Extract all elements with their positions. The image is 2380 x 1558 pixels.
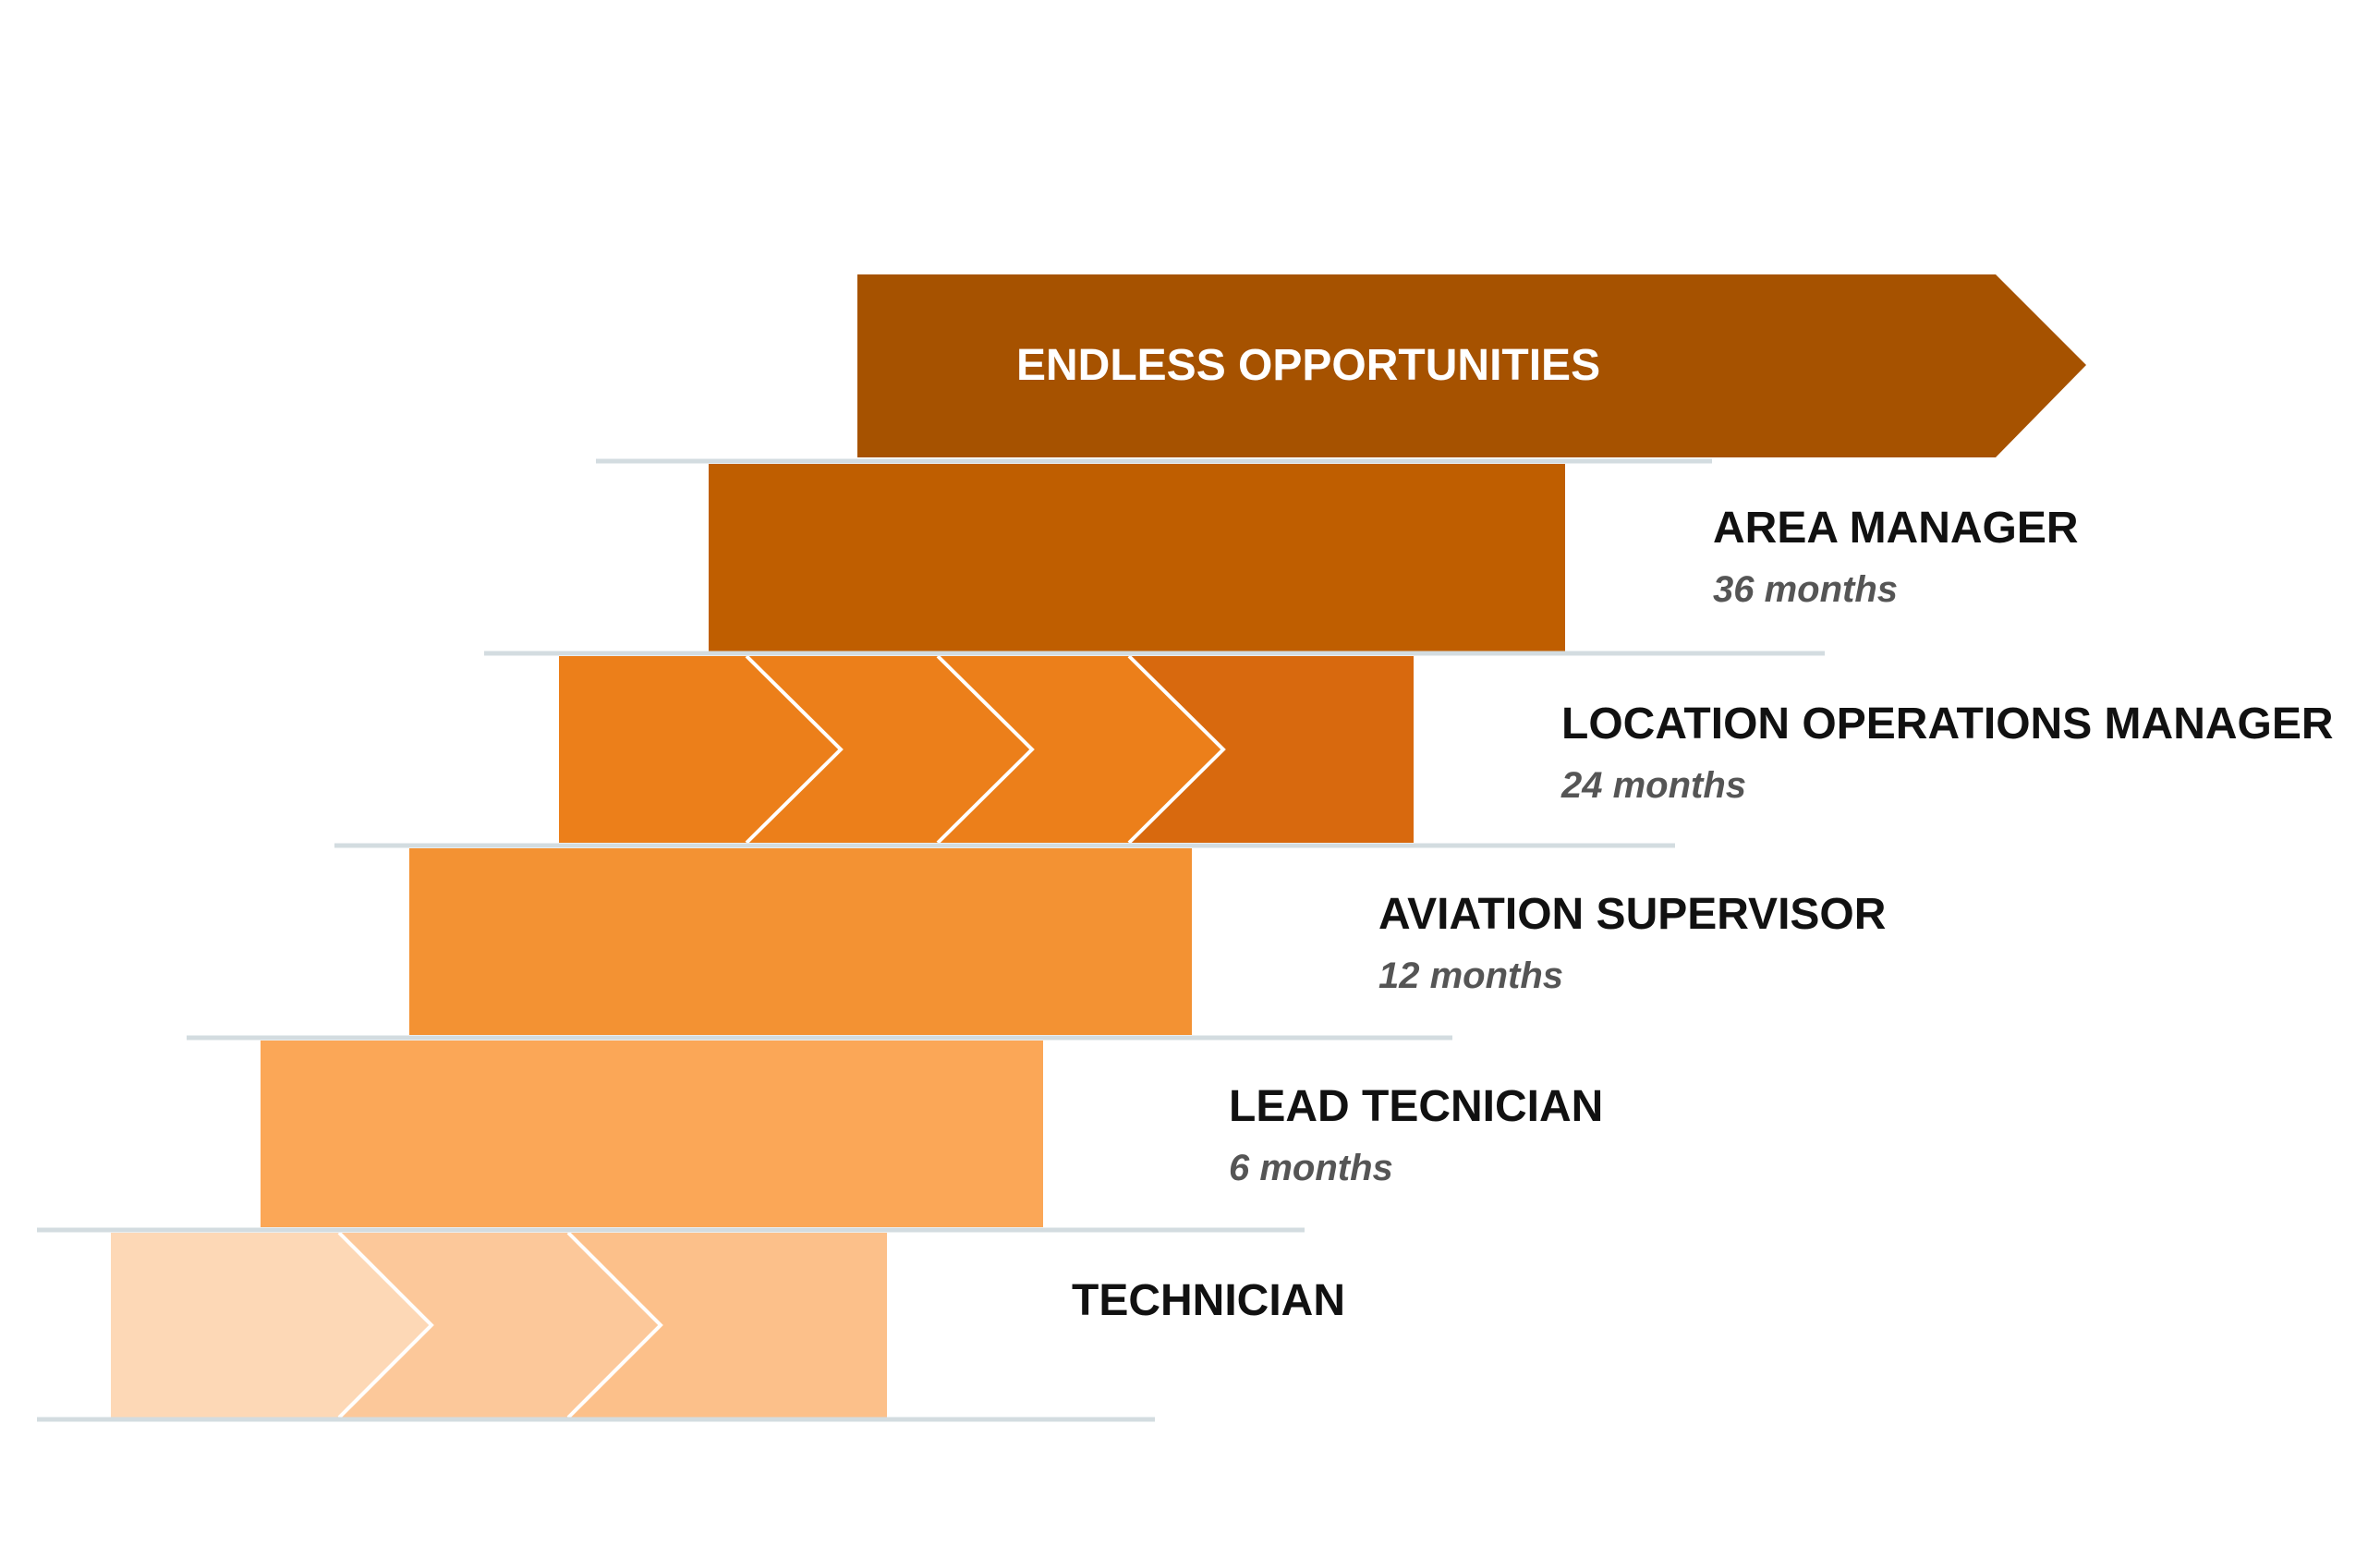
location-operations-manager-text: LOCATION OPERATIONS MANAGER 24 months <box>1561 700 2334 806</box>
technician-chevron-line-2 <box>566 1231 663 1419</box>
area-manager-text: AREA MANAGER 36 months <box>1713 504 2079 610</box>
lom-chevron-segment-3 <box>938 656 1223 843</box>
technician-title: TECHNICIAN <box>1072 1276 1345 1325</box>
endless-opportunities-label: ENDLESS OPPORTUNITIES <box>1016 341 1601 390</box>
area-manager-block <box>709 464 1565 651</box>
lead-tecnician-title: LEAD TECNICIAN <box>1229 1082 1604 1131</box>
technician-chevron-segment-1 <box>111 1233 431 1418</box>
aviation-supervisor-title: AVIATION SUPERVISOR <box>1378 890 1887 939</box>
location-operations-manager-title: LOCATION OPERATIONS MANAGER <box>1561 700 2334 749</box>
lom-chevron-line-1 <box>745 654 844 845</box>
lom-chevron-segment-2 <box>747 656 1032 843</box>
aviation-supervisor-duration: 12 months <box>1378 955 1564 996</box>
lead-tecnician-block <box>261 1041 1043 1227</box>
technician-text: TECHNICIAN <box>1072 1279 1345 1323</box>
aviation-supervisor-block <box>409 848 1192 1035</box>
aviation-supervisor-text: AVIATION SUPERVISOR 12 months <box>1378 890 1887 996</box>
lom-chevron-line-3 <box>1127 654 1226 845</box>
location-operations-manager-duration: 24 months <box>1561 765 1747 806</box>
lom-chevron-segment-1 <box>559 656 841 843</box>
lom-chevron-line-2 <box>936 654 1035 845</box>
lead-tecnician-text: LEAD TECNICIAN 6 months <box>1229 1085 1603 1187</box>
endless-opportunities-arrow <box>857 274 2086 457</box>
technician-chevron-segment-2 <box>339 1233 661 1418</box>
area-manager-duration: 36 months <box>1713 569 1899 610</box>
lead-tecnician-duration: 6 months <box>1229 1148 1393 1188</box>
technician-chevron-line-1 <box>337 1231 434 1419</box>
area-manager-title: AREA MANAGER <box>1713 504 2079 553</box>
